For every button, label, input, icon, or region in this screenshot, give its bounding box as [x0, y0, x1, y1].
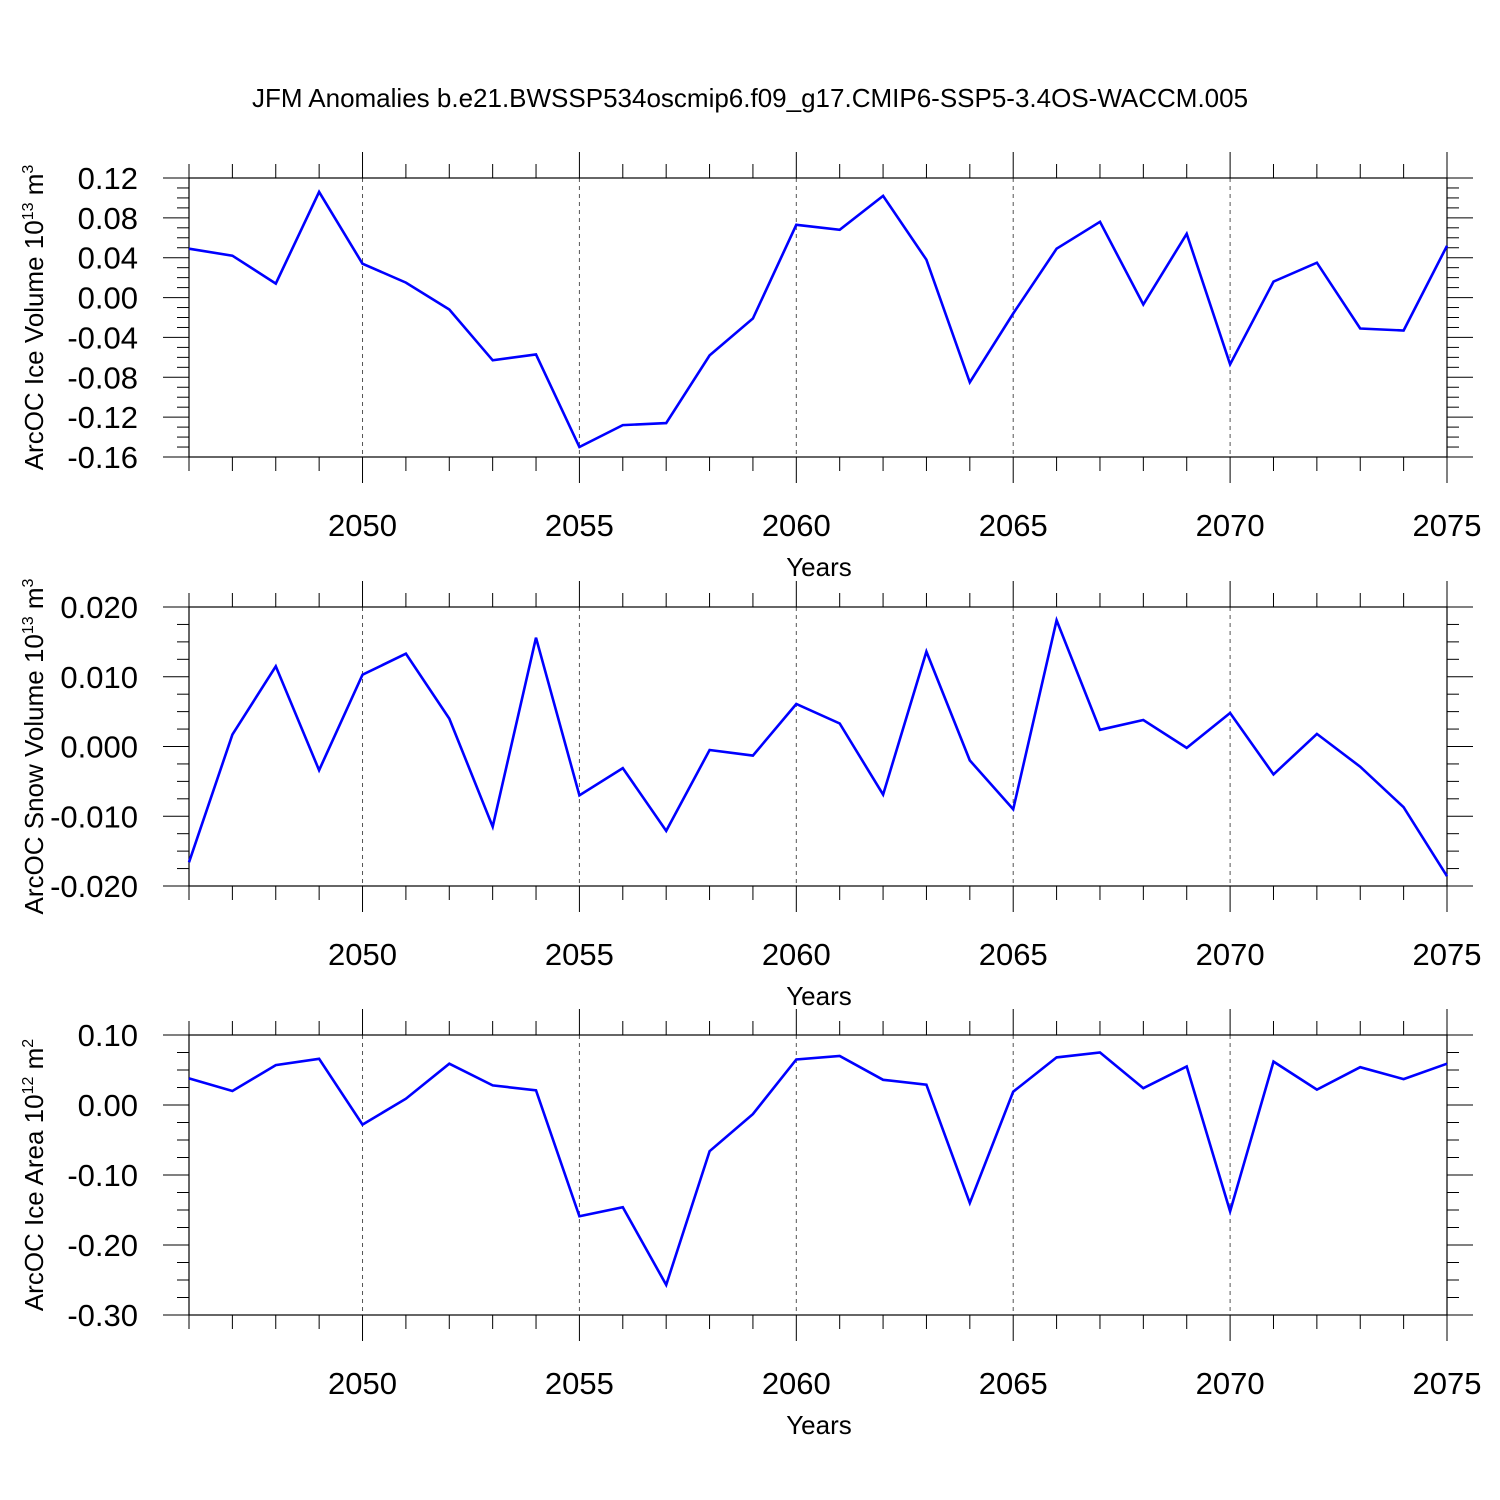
x-tick-label: 2050: [328, 1366, 397, 1401]
x-axis-label: Years: [786, 552, 852, 582]
x-tick-label: 2055: [545, 508, 614, 543]
x-tick-label: 2075: [1413, 508, 1482, 543]
x-axis-label: Years: [786, 1410, 852, 1440]
x-tick-label: 2060: [762, 508, 831, 543]
y-tick-label: -0.12: [67, 400, 138, 435]
x-tick-label: 2060: [762, 1366, 831, 1401]
y-tick-label: 0.10: [78, 1018, 138, 1053]
x-tick-label: 2055: [545, 1366, 614, 1401]
x-tick-label: 2070: [1196, 1366, 1265, 1401]
panel-2: 0.020 0.010 0.000 -0.010 -0.020 2050 2055 2060 2…: [19, 578, 1481, 1011]
x-tick-label: 2050: [328, 508, 397, 543]
x-tick-label: 2070: [1196, 937, 1265, 972]
x-tick-label: 2065: [979, 1366, 1048, 1401]
y-tick-label: -0.20: [67, 1228, 138, 1263]
y-tick-label: 0.08: [78, 201, 138, 236]
plot-frame: [188, 606, 1448, 887]
y-tick-label: -0.010: [50, 799, 138, 834]
x-tick-label: 2070: [1196, 508, 1265, 543]
y-axis-label: ArcOC Snow Volume 1013 m3: [19, 578, 49, 914]
series-line: [188, 189, 1449, 449]
x-axis-label: Years: [786, 981, 852, 1011]
y-tick-label: 0.00: [78, 1088, 138, 1123]
y-tick-label: -0.08: [67, 360, 138, 395]
y-axis-label: ArcOC Ice Volume 1013 m3: [19, 165, 49, 471]
plot-frame: [188, 1034, 1448, 1316]
y-tick-label: 0.000: [60, 730, 138, 765]
x-tick-label: 2065: [979, 508, 1048, 543]
x-tick-label: 2060: [762, 937, 831, 972]
y-tick-label: 0.020: [60, 590, 138, 625]
y-tick-label: -0.30: [67, 1298, 138, 1333]
series-line: [188, 1051, 1448, 1289]
y-tick-label: -0.16: [67, 440, 138, 475]
panel-3: 0.10 0.00 -0.10 -0.20 -0.30 2050 2055 2060 2065 2…: [19, 1009, 1481, 1440]
series-line: [187, 615, 1449, 877]
y-tick-label: 0.00: [78, 281, 138, 316]
y-tick-label: 0.010: [60, 660, 138, 695]
x-tick-label: 2055: [545, 937, 614, 972]
plot-frame: [188, 177, 1448, 458]
x-tick-label: 2075: [1413, 1366, 1482, 1401]
x-tick-label: 2075: [1413, 937, 1482, 972]
y-tick-label: -0.020: [50, 869, 138, 904]
y-tick-label: 0.04: [78, 241, 138, 276]
y-tick-label: -0.10: [67, 1158, 138, 1193]
y-axis-label: ArcOC Ice Area 1012 m2: [19, 1039, 49, 1311]
page-title: JFM Anomalies b.e21.BWSSP534oscmip6.f09_…: [251, 83, 1249, 113]
x-tick-label: 2050: [328, 937, 397, 972]
x-tick-label: 2065: [979, 937, 1048, 972]
y-tick-label: 0.12: [78, 161, 138, 196]
panel-1: 0.12 0.08 0.04 0.00 -0.04 -0.08 -0.12 -0.16 2050…: [19, 152, 1481, 582]
y-tick-label: -0.04: [67, 320, 138, 355]
